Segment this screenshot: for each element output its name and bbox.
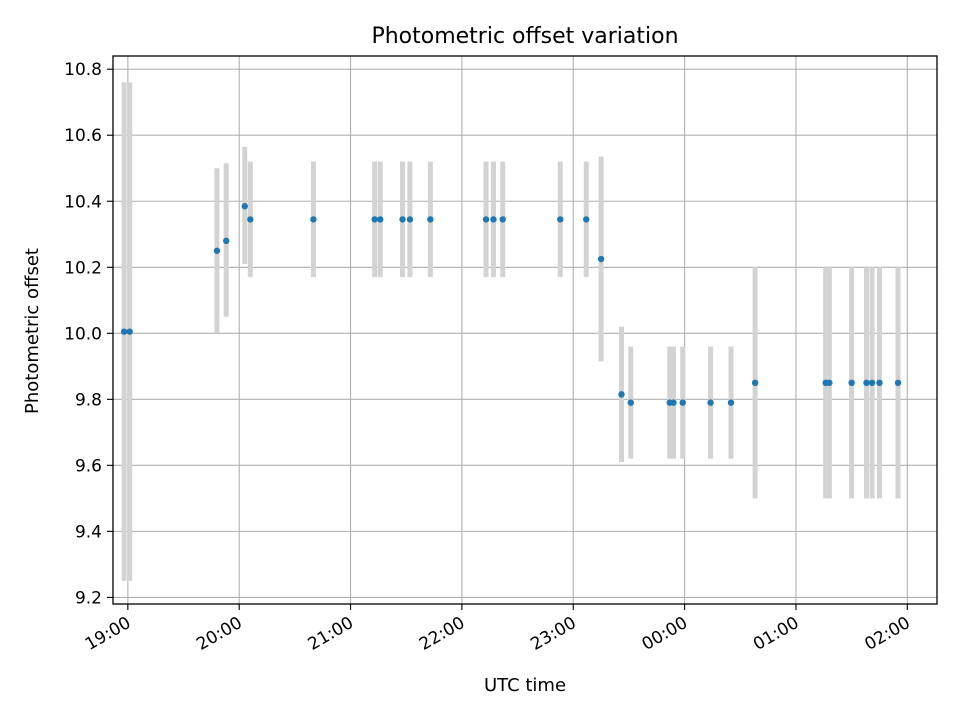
data-point: [490, 216, 497, 223]
x-tick-label: 01:00: [750, 613, 802, 655]
data-point: [247, 216, 254, 223]
data-point: [482, 216, 490, 223]
y-tick-label: 9.2: [75, 588, 102, 608]
y-tick-label: 10.8: [64, 60, 102, 80]
y-tick-label: 9.8: [75, 390, 102, 410]
data-point: [751, 379, 759, 387]
data-point: [894, 379, 902, 387]
y-tick-label: 10.2: [64, 258, 102, 278]
x-tick-label: 20:00: [193, 613, 245, 655]
y-tick-label: 9.6: [75, 456, 102, 476]
data-point: [597, 255, 605, 263]
data-point: [371, 216, 378, 223]
data-point: [670, 399, 677, 406]
y-tick-label: 10.4: [64, 192, 102, 212]
y-tick-label: 9.4: [75, 522, 102, 542]
y-tick-label: 10.6: [64, 126, 102, 146]
error-bars: [121, 82, 901, 581]
data-point: [557, 216, 564, 223]
chart-title: Photometric offset variation: [371, 24, 678, 49]
data-point: [826, 379, 833, 387]
data-point: [627, 399, 634, 406]
data-point: [213, 247, 221, 254]
data-point: [848, 379, 855, 387]
plot-frame: [112, 55, 938, 605]
data-point: [707, 399, 714, 406]
data-point: [399, 216, 406, 223]
x-tick-label: 23:00: [527, 613, 579, 655]
y-tick-label: 10.0: [64, 324, 102, 344]
data-point: [223, 237, 230, 245]
data-points: [120, 203, 902, 406]
y-axis-label: Photometric offset: [22, 248, 43, 414]
data-point: [120, 328, 128, 335]
x-tick-label: 19:00: [82, 613, 134, 655]
data-point: [126, 328, 133, 335]
data-point: [427, 216, 434, 223]
data-point: [310, 216, 317, 223]
x-axis-label: UTC time: [484, 675, 566, 696]
x-tick-label: 00:00: [639, 613, 691, 655]
data-point: [377, 216, 384, 223]
x-tick-label: 22:00: [416, 613, 468, 655]
data-point: [727, 399, 735, 406]
data-point: [876, 379, 883, 387]
data-point: [406, 216, 414, 223]
y-axis-ticks: 9.2 9.4 9.6 9.8 10.0 10.2 10.4 10.6 10.8: [64, 60, 113, 608]
data-point: [679, 399, 686, 406]
data-point: [868, 379, 876, 387]
grid-lines: [113, 56, 937, 604]
data-point: [863, 379, 870, 387]
x-tick-label: 21:00: [305, 613, 357, 655]
x-axis-ticks: 19:00 20:00 21:00 22:00 23:00 00:00 01:00 02:00: [82, 604, 914, 655]
data-point: [499, 216, 506, 223]
x-tick-label: 02:00: [861, 613, 913, 655]
data-point: [241, 203, 248, 210]
data-point: [618, 391, 625, 398]
data-point: [583, 216, 590, 223]
